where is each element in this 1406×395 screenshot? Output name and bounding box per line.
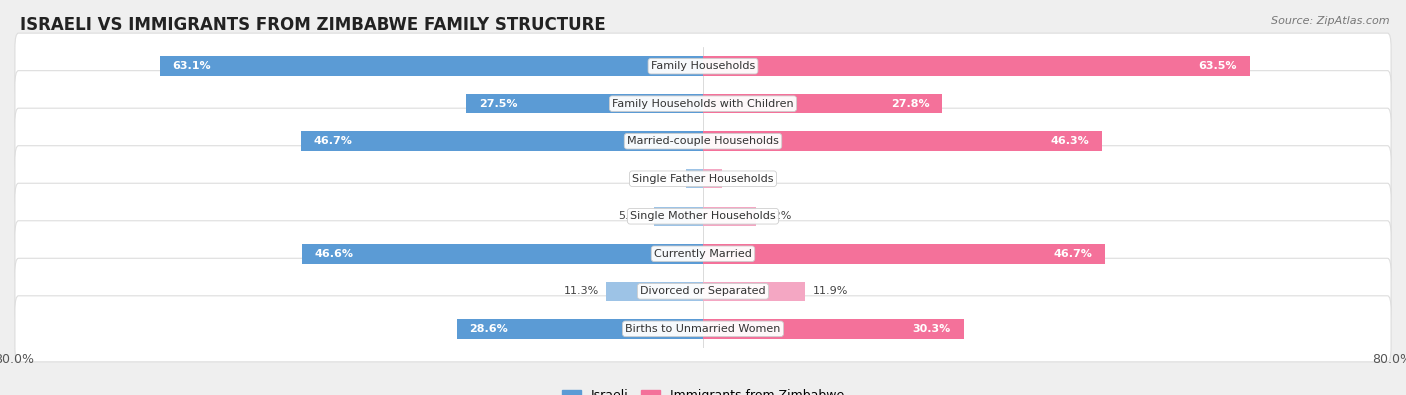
Text: 27.8%: 27.8% — [891, 99, 929, 109]
Text: 5.7%: 5.7% — [619, 211, 647, 221]
Bar — [654, 207, 703, 226]
Text: Single Father Households: Single Father Households — [633, 174, 773, 184]
Text: 27.5%: 27.5% — [479, 99, 517, 109]
Text: 28.6%: 28.6% — [470, 324, 509, 334]
Text: 2.2%: 2.2% — [728, 174, 758, 184]
Text: Currently Married: Currently Married — [654, 249, 752, 259]
Text: Births to Unmarried Women: Births to Unmarried Women — [626, 324, 780, 334]
FancyBboxPatch shape — [15, 183, 1391, 249]
Text: Divorced or Separated: Divorced or Separated — [640, 286, 766, 296]
Text: 11.9%: 11.9% — [813, 286, 848, 296]
Text: Family Households: Family Households — [651, 61, 755, 71]
Bar — [606, 282, 703, 301]
Text: 46.6%: 46.6% — [315, 249, 354, 259]
FancyBboxPatch shape — [15, 71, 1391, 137]
Text: 63.1%: 63.1% — [173, 61, 211, 71]
Text: Family Households with Children: Family Households with Children — [612, 99, 794, 109]
Bar — [703, 282, 806, 301]
Text: 2.0%: 2.0% — [651, 174, 679, 184]
Bar — [703, 56, 1250, 76]
FancyBboxPatch shape — [15, 296, 1391, 362]
Text: 46.3%: 46.3% — [1050, 136, 1088, 146]
Text: 30.3%: 30.3% — [912, 324, 950, 334]
Bar — [160, 56, 703, 76]
FancyBboxPatch shape — [15, 33, 1391, 99]
Text: 11.3%: 11.3% — [564, 286, 599, 296]
Bar — [302, 244, 703, 263]
Text: Source: ZipAtlas.com: Source: ZipAtlas.com — [1271, 16, 1389, 26]
FancyBboxPatch shape — [15, 258, 1391, 324]
Text: 46.7%: 46.7% — [1053, 249, 1092, 259]
Text: 46.7%: 46.7% — [314, 136, 353, 146]
FancyBboxPatch shape — [15, 221, 1391, 287]
FancyBboxPatch shape — [15, 108, 1391, 174]
Bar — [457, 319, 703, 339]
FancyBboxPatch shape — [15, 146, 1391, 212]
Text: ISRAELI VS IMMIGRANTS FROM ZIMBABWE FAMILY STRUCTURE: ISRAELI VS IMMIGRANTS FROM ZIMBABWE FAMI… — [20, 16, 606, 34]
Text: Married-couple Households: Married-couple Households — [627, 136, 779, 146]
Bar — [703, 207, 756, 226]
Bar — [703, 319, 965, 339]
Legend: Israeli, Immigrants from Zimbabwe: Israeli, Immigrants from Zimbabwe — [557, 384, 849, 395]
Bar — [301, 132, 703, 151]
Bar — [686, 169, 703, 188]
Bar — [467, 94, 703, 113]
Bar — [703, 132, 1102, 151]
Bar — [703, 94, 942, 113]
Bar — [703, 169, 721, 188]
Text: Single Mother Households: Single Mother Households — [630, 211, 776, 221]
Text: 63.5%: 63.5% — [1198, 61, 1237, 71]
Bar — [703, 244, 1105, 263]
Text: 6.2%: 6.2% — [763, 211, 792, 221]
